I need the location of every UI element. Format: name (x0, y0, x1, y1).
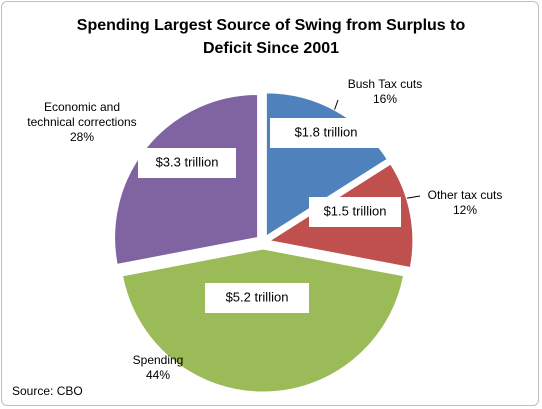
slice-label: Other tax cuts 12% (410, 188, 520, 218)
amount-label: $3.3 trillion (156, 154, 219, 169)
category-label: Other tax cuts (427, 188, 503, 202)
amount-box (205, 283, 309, 313)
percent-label: 12% (452, 203, 478, 217)
category-label: Economic and technical corrections (27, 100, 137, 129)
category-label: Bush Tax cuts (347, 77, 423, 91)
amount-box (309, 197, 401, 227)
pie-slice (114, 94, 259, 265)
slice-label: Bush Tax cuts 16% (330, 77, 440, 107)
source-note: Source: CBO (12, 384, 83, 398)
amount-box (138, 148, 236, 178)
amount-label: $1.5 trillion (324, 203, 387, 218)
amount-box (270, 118, 382, 148)
amount-label: $5.2 trillion (226, 289, 289, 304)
percent-label: 28% (69, 130, 95, 144)
amount-label: $1.8 trillion (295, 124, 358, 139)
category-label: Spending (132, 353, 184, 367)
percent-label: 16% (372, 92, 398, 106)
slice-label: Spending 44% (103, 353, 213, 383)
pie-slice (121, 248, 405, 393)
percent-label: 44% (145, 368, 171, 382)
chart-title: Spending Largest Source of Swing from Su… (76, 17, 466, 57)
slice-label: Economic and technical corrections 28% (27, 100, 137, 145)
